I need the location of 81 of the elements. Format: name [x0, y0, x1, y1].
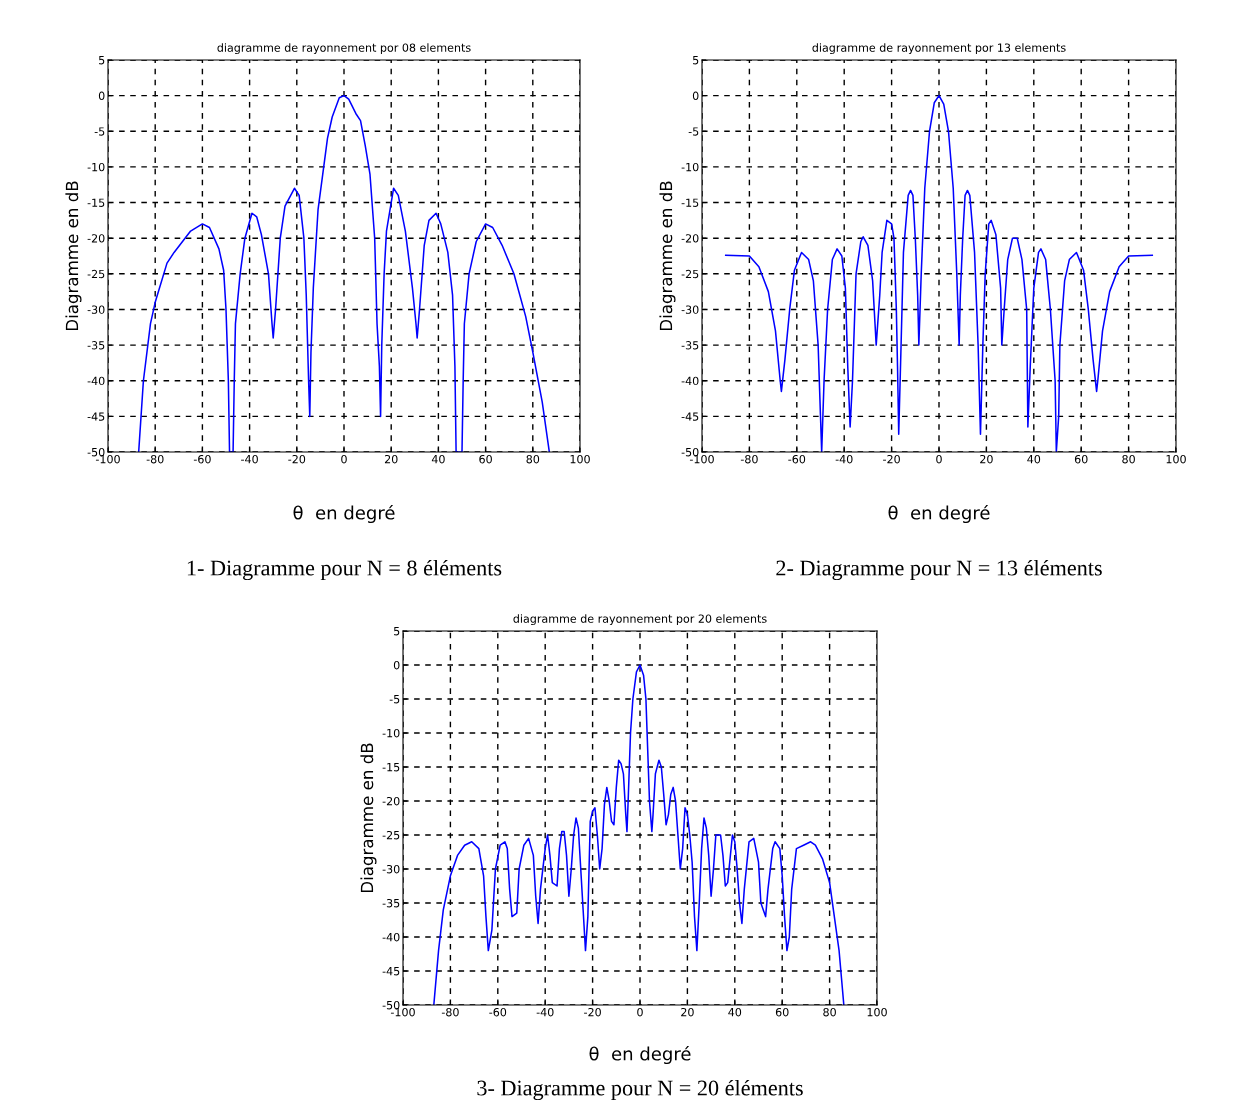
y-axis-title: Diagramme en dB	[659, 181, 676, 331]
y-axis-title: Diagramme en dB	[360, 743, 377, 893]
x-tick-label: 40	[431, 454, 445, 464]
y-tick-label: -25	[382, 830, 400, 840]
y-tick-label: -15	[681, 198, 699, 207]
x-tick-label: 40	[1027, 454, 1041, 464]
y-tick-label: -25	[681, 269, 699, 279]
x-tick-label: 0	[637, 1007, 643, 1017]
y-tick-label: -30	[681, 305, 699, 314]
x-tick-label: -40	[536, 1007, 554, 1017]
y-tick-label: -10	[382, 728, 400, 738]
x-tick-label: 20	[681, 1007, 694, 1017]
text: 3- Diagramme pour N = 20 éléments	[477, 1079, 803, 1101]
y-tick-label: -5	[688, 127, 699, 136]
x-tick-label: 20	[384, 454, 398, 464]
text: 1- Diagramme pour N = 8 éléments	[187, 559, 502, 581]
y-tick-label: 0	[98, 91, 105, 101]
x-tick-label: 60	[775, 1007, 789, 1017]
y-tick-label: -15	[87, 198, 105, 207]
y-tick-label: -45	[681, 412, 699, 421]
x-tick-label: -80	[146, 454, 164, 464]
chart-title: diagramme de rayonnement por 08 elements	[217, 43, 471, 54]
y-tick-label: -5	[389, 695, 400, 704]
x-tick-label: -40	[241, 454, 258, 464]
y-tick-label: 0	[393, 660, 400, 670]
y-tick-label: -50	[681, 447, 699, 457]
x-axis-title: θ en degré	[589, 1045, 691, 1065]
x-tick-label: 20	[980, 454, 993, 464]
y-tick-label: 5	[394, 627, 400, 636]
x-tick-label: 80	[526, 454, 540, 464]
y-tick-label: 0	[692, 91, 699, 101]
line-series	[724, 94, 1154, 452]
chart-title: diagramme de rayonnement por 13 elements	[812, 43, 1066, 54]
text: 2- Diagramme pour N = 13 éléments	[776, 559, 1102, 581]
y-tick-label: -45	[382, 967, 400, 976]
y-tick-label: -10	[87, 162, 105, 172]
x-tick-label: 0	[936, 454, 942, 464]
y-tick-label: -50	[87, 447, 105, 457]
x-tick-label: -80	[441, 1007, 459, 1017]
y-tick-label: -20	[87, 234, 105, 243]
y-tick-label: -45	[87, 412, 105, 421]
y-tick-label: -35	[87, 341, 105, 350]
x-tick-label: -20	[883, 454, 900, 464]
y-tick-label: -10	[681, 162, 699, 172]
y-tick-label: -20	[382, 796, 400, 806]
x-tick-label: 100	[1166, 454, 1186, 464]
x-tick-label: 80	[823, 1007, 836, 1017]
chart-title: diagramme de rayonnement por 20 elements	[513, 614, 767, 625]
x-tick-label: 100	[867, 1007, 887, 1017]
y-tick-label: -50	[382, 1000, 400, 1010]
y-tick-label: -25	[87, 269, 105, 279]
x-axis-title: θ en degré	[293, 504, 395, 524]
y-axis-title: Diagramme en dB	[65, 181, 82, 331]
y-tick-label: -30	[87, 305, 105, 314]
line-series	[137, 94, 551, 452]
x-tick-label: 40	[728, 1007, 742, 1017]
y-tick-label: -20	[681, 234, 699, 243]
y-tick-label: 5	[99, 56, 105, 65]
y-tick-label: -40	[87, 376, 105, 386]
y-tick-label: -35	[382, 898, 400, 908]
y-tick-label: -40	[681, 376, 699, 386]
x-tick-label: -60	[788, 454, 806, 464]
x-tick-label: -20	[584, 1007, 601, 1017]
y-tick-label: -15	[382, 763, 400, 772]
y-tick-label: -5	[94, 127, 105, 136]
x-tick-label: 60	[479, 454, 492, 464]
x-tick-label: -60	[193, 454, 211, 464]
x-tick-label: -40	[835, 454, 853, 464]
x-tick-label: -20	[288, 454, 306, 464]
x-tick-label: -60	[489, 1007, 507, 1017]
x-tick-label: 100	[570, 454, 590, 464]
x-tick-label: -80	[740, 454, 758, 464]
x-axis-title: θ en degré	[888, 504, 990, 524]
x-tick-label: 80	[1122, 454, 1135, 464]
y-tick-label: -35	[681, 341, 699, 350]
y-tick-label: 5	[693, 56, 699, 65]
y-tick-label: -40	[382, 932, 400, 942]
x-tick-label: 60	[1074, 454, 1088, 464]
y-tick-label: -30	[382, 864, 400, 874]
x-tick-label: 0	[341, 454, 347, 464]
line-series	[433, 664, 845, 1005]
